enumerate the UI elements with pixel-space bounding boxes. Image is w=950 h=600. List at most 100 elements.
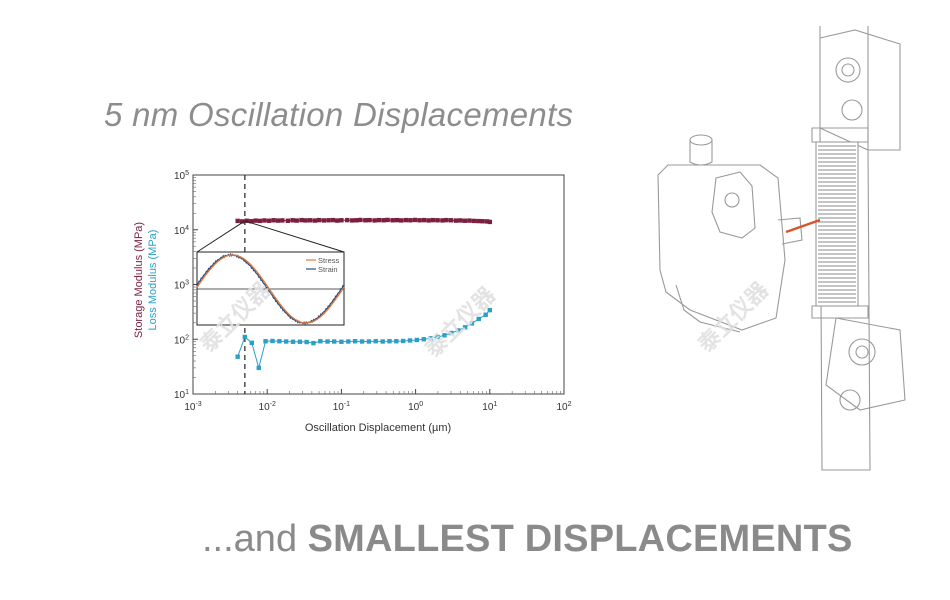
storage-point [394, 217, 400, 223]
loss-point [449, 330, 454, 336]
lower-clamp-bolt-inner [855, 345, 869, 359]
storage-point [285, 218, 291, 223]
inset-strain-curve [196, 252, 345, 326]
storage-point [467, 218, 472, 223]
storage-point [448, 218, 454, 223]
series-group [235, 217, 492, 371]
y-tick-label: 104 [174, 225, 189, 237]
storage-point [408, 218, 413, 223]
storage-point [426, 218, 431, 223]
loss-point [318, 339, 323, 344]
loss-point [332, 339, 337, 344]
loss-point [407, 338, 413, 343]
frame-bolt-1 [835, 57, 861, 83]
loss-point [400, 338, 406, 344]
storage-point [376, 217, 382, 223]
storage-point [321, 218, 327, 223]
y-axis-label-loss: Loss Modulus (MPa) [147, 230, 159, 331]
loss-point [487, 307, 492, 313]
storage-point [266, 218, 272, 223]
storage-point [372, 218, 377, 223]
storage-point [249, 219, 254, 224]
storage-point [294, 218, 299, 223]
storage-point [453, 218, 459, 223]
sample-clamp-upper [811, 127, 869, 143]
storage-point [487, 219, 492, 225]
loss-point [414, 337, 420, 343]
legend-strain-label: Strain [318, 265, 338, 274]
probe-front-face [711, 171, 756, 239]
loss-point [435, 334, 440, 340]
storage-point [350, 218, 355, 223]
probe-top-post [689, 140, 713, 166]
storage-point [280, 218, 285, 223]
x-axis-label: Oscillation Displacement (µm) [305, 422, 451, 434]
footer-prefix: ...and [202, 518, 308, 560]
sample-strip [815, 141, 859, 307]
sample-clamp-lower [811, 305, 869, 319]
storage-point [316, 217, 322, 223]
loss-point [455, 328, 461, 333]
loss-point [387, 339, 392, 344]
storage-point [440, 218, 445, 223]
storage-point [235, 218, 240, 224]
storage-point [367, 217, 372, 223]
inset-zoom-line-right [244, 220, 345, 253]
x-tick-label: 10-1 [333, 401, 350, 413]
probe-screw [724, 192, 740, 208]
y-axis-label-storage: Storage Modulus (MPa) [133, 222, 145, 338]
storage-point [253, 218, 258, 223]
loss-point [270, 338, 275, 344]
legend-stress-label: Stress [318, 256, 340, 265]
probe-top-cap [689, 134, 713, 146]
probe-contact-laser [785, 218, 821, 234]
loss-point [476, 316, 481, 322]
probe-housing [657, 164, 786, 331]
x-tick-label: 10-2 [259, 401, 276, 413]
inset-zoom-line-left [196, 220, 246, 253]
storage-point [363, 218, 368, 223]
x-tick-label: 101 [482, 401, 497, 413]
storage-point [326, 218, 331, 223]
headline-title: 5 nm Oscillation Displacements [104, 96, 574, 133]
y-tick-label: 102 [174, 334, 189, 346]
storage-point [339, 218, 344, 223]
loss-point [428, 336, 433, 341]
storage-point [385, 217, 390, 223]
storage-point [345, 217, 350, 223]
storage-point [484, 219, 490, 224]
frame-bolt-2 [841, 99, 863, 121]
lower-clamp-bolt-2 [839, 389, 861, 411]
storage-point [358, 217, 363, 223]
inset-frame [196, 251, 345, 326]
loss-point [380, 339, 385, 344]
storage-point [312, 218, 318, 223]
inset-stress-curve [196, 254, 345, 324]
loss-point [483, 312, 488, 317]
x-axis: 10-3 10-2 10-1 100 101 102 [184, 389, 572, 413]
loss-point [442, 333, 447, 338]
frame-bolt-1-inner [841, 63, 855, 77]
lower-clamp-bolt [848, 338, 876, 366]
loss-point [366, 339, 372, 344]
storage-point [399, 218, 404, 223]
loss-point [394, 339, 399, 344]
loss-point [263, 339, 268, 344]
storage-point [421, 217, 427, 223]
storage-point [299, 217, 304, 223]
storage-point [262, 218, 267, 223]
probe-stem [777, 217, 803, 245]
loss-point [242, 334, 248, 340]
loss-point [304, 339, 309, 345]
loss-point [290, 339, 296, 344]
loss-point [249, 340, 254, 346]
lower-clamp-body [825, 317, 906, 411]
sample-ridges [818, 145, 856, 303]
storage-point [471, 218, 477, 224]
inset-waveform: Stress Strain [196, 220, 345, 326]
storage-point [303, 218, 308, 223]
loss-point [325, 339, 330, 344]
loss-point [421, 337, 427, 342]
probe-lower-lip [675, 284, 741, 333]
